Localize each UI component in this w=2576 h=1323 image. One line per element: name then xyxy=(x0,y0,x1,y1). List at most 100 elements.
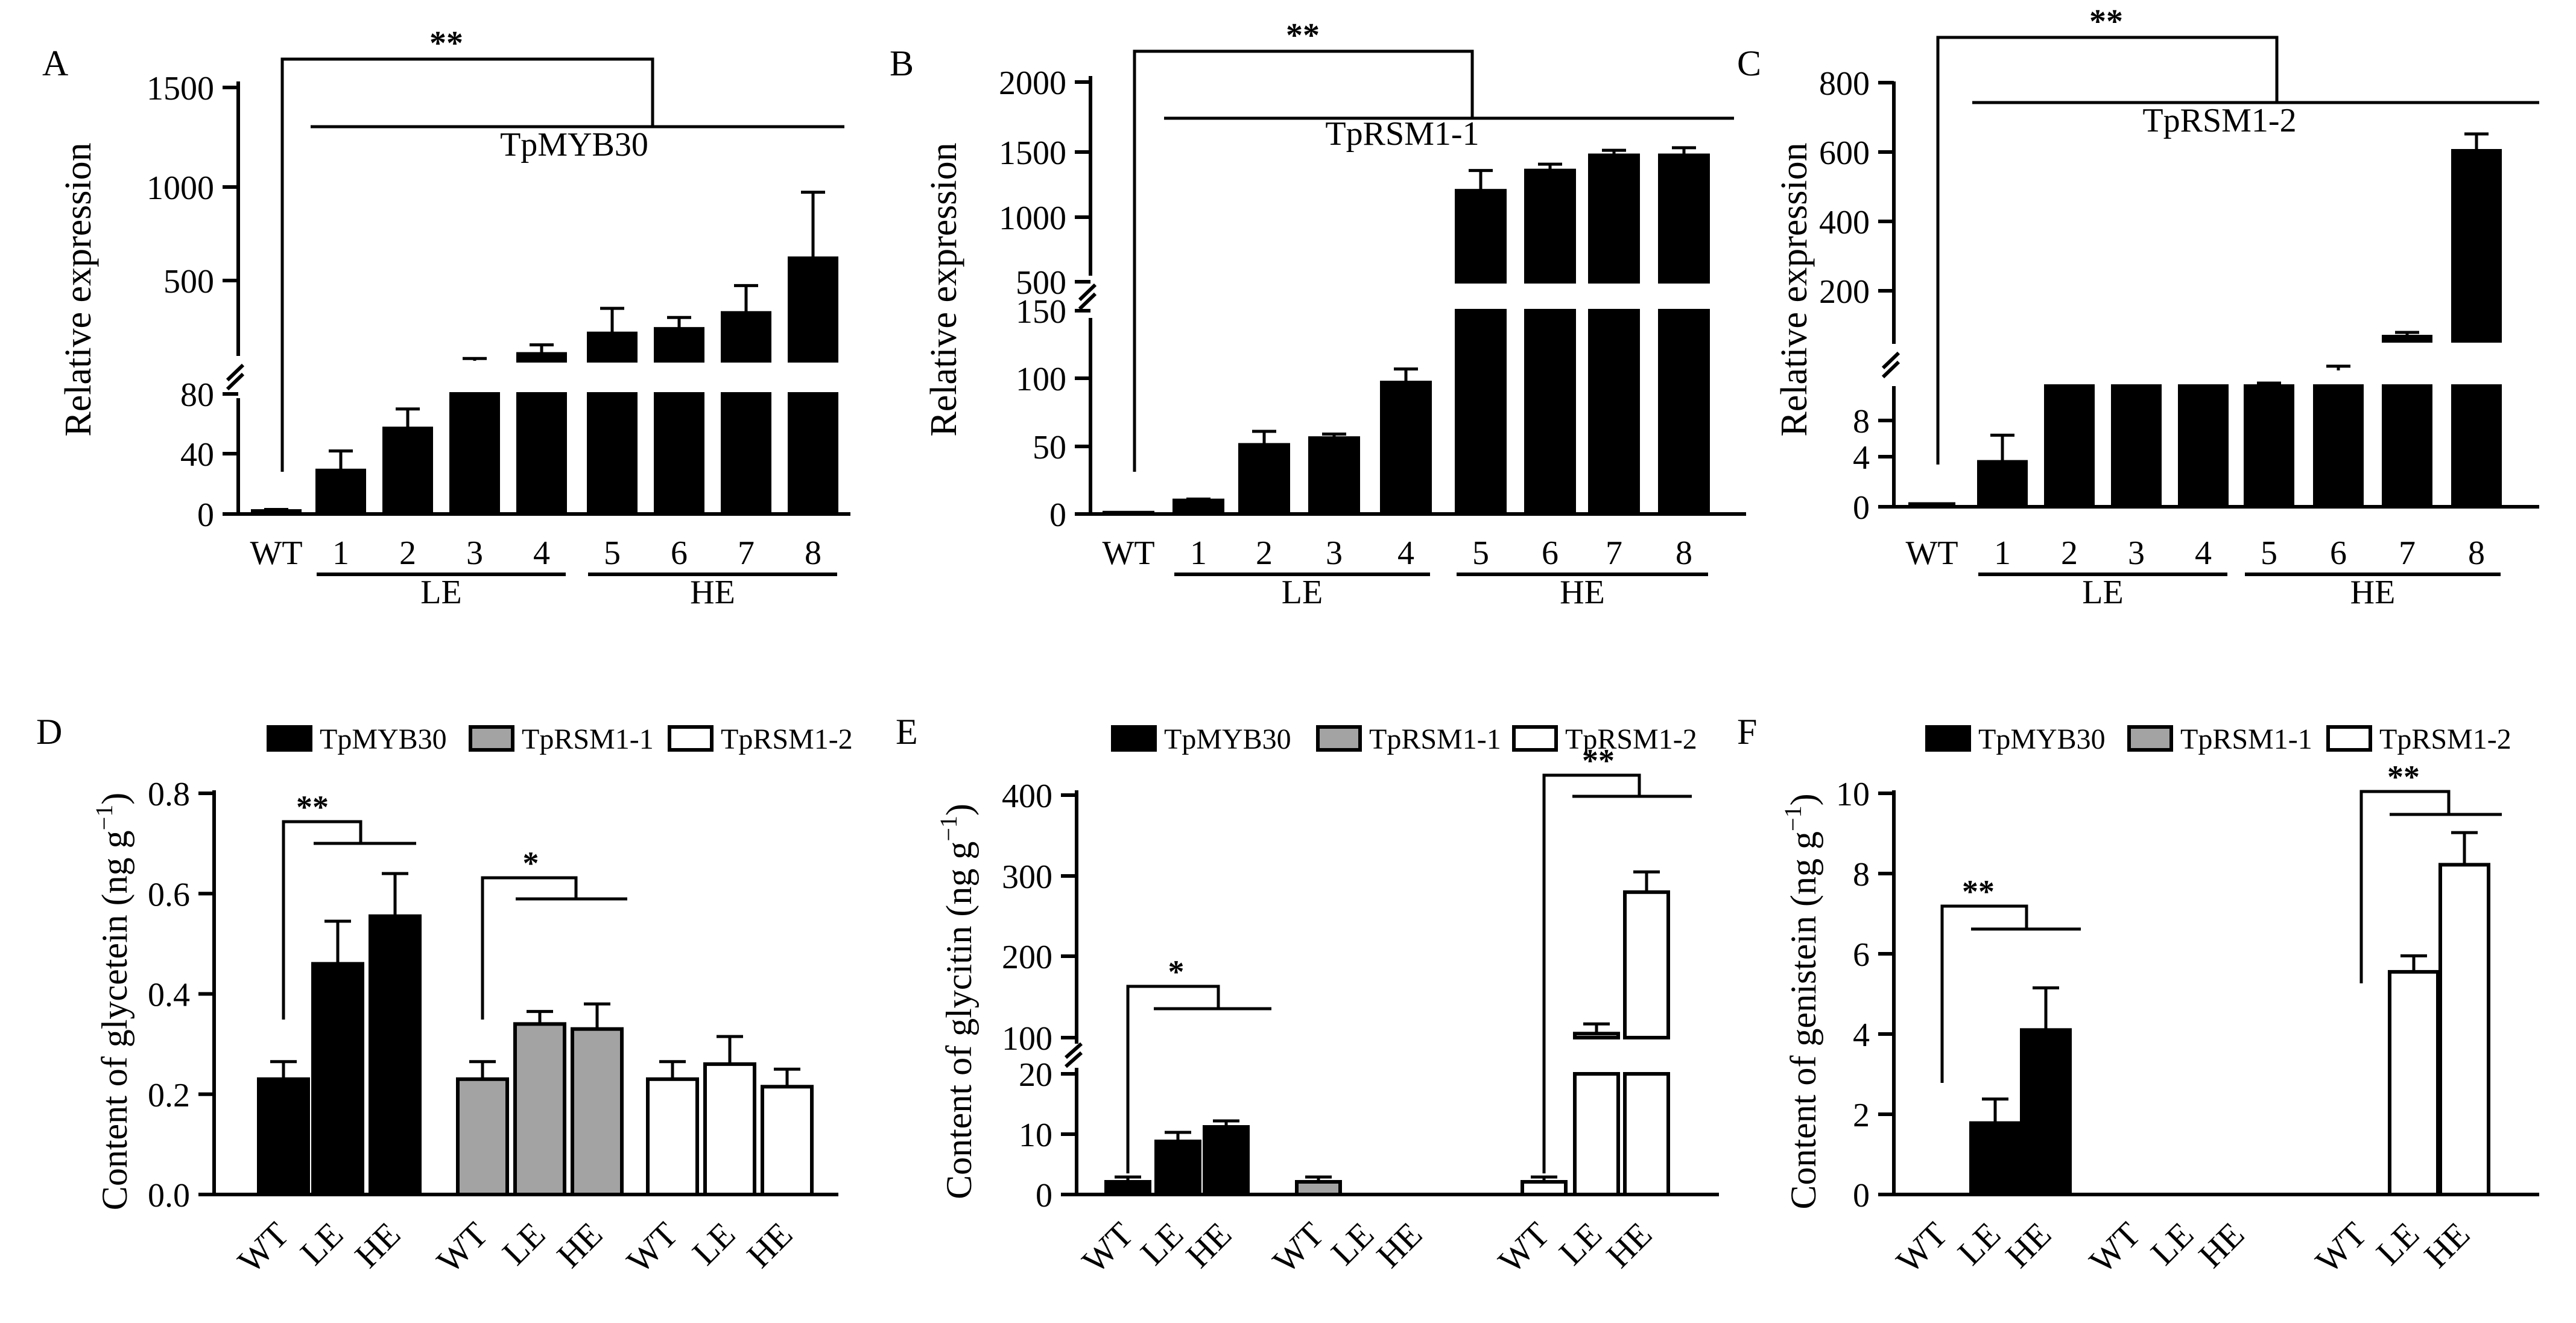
axis-break-mark xyxy=(226,363,245,382)
legend-label: TpRSM1-2 xyxy=(1565,723,1697,755)
y-tick-label: 10 xyxy=(1836,776,1870,813)
significance-stars: ** xyxy=(1582,743,1615,779)
x-tick-label: WT xyxy=(2081,1214,2148,1281)
y-tick-label: 4 xyxy=(1853,1017,1870,1054)
legend-swatch xyxy=(1111,725,1157,752)
y-axis-label-close: ) xyxy=(939,804,979,816)
y-tick-label: 500 xyxy=(1016,264,1066,302)
axis-break-mark xyxy=(1078,292,1097,311)
x-tick-label: HE xyxy=(2417,1214,2478,1275)
legend-label: TpRSM1-2 xyxy=(721,723,853,755)
x-tick-label: HE xyxy=(1369,1214,1430,1275)
x-tick-label: 4 xyxy=(1397,535,1414,572)
y-axis-label: Content of genistein (ng g−1) xyxy=(1779,793,1823,1209)
significance-stars: ** xyxy=(1286,17,1320,54)
y-tick-label: 8 xyxy=(1853,856,1870,893)
bar-upper xyxy=(1455,189,1507,284)
bar-upper xyxy=(788,256,838,363)
y-tick-label: 400 xyxy=(1819,204,1870,241)
y-axis-label-text: Content of glycitin (ng g xyxy=(939,842,979,1199)
group-label: HE xyxy=(690,574,735,611)
y-axis-label-close: ) xyxy=(95,793,134,805)
y-tick-label: 40 xyxy=(180,436,214,474)
y-tick-label: 0.0 xyxy=(148,1177,190,1214)
x-tick-label: LE xyxy=(293,1214,350,1272)
y-axis-label-text: Content of genistein (ng g xyxy=(1783,831,1823,1210)
panel-letter: E xyxy=(896,712,918,752)
x-tick-label: WT xyxy=(230,1214,296,1281)
y-tick-label: 0 xyxy=(1036,1177,1052,1214)
significance-stars: ** xyxy=(2089,3,2123,40)
bar-lower xyxy=(654,392,704,516)
legend-label: TpRSM1-2 xyxy=(2379,723,2511,755)
bar xyxy=(1308,436,1360,516)
bar xyxy=(1104,1180,1151,1196)
x-tick-label: 3 xyxy=(2128,535,2145,572)
significance-bracket xyxy=(1940,904,2028,1083)
significance-stars: * xyxy=(1168,954,1185,990)
y-tick-label: 20 xyxy=(1019,1056,1052,1094)
x-tick-label: 5 xyxy=(604,535,621,572)
significance-stars: ** xyxy=(296,789,329,825)
group-label: LE xyxy=(420,574,461,611)
x-tick-label: 7 xyxy=(738,535,755,572)
bar-lower xyxy=(1455,309,1507,516)
legend-swatch xyxy=(1512,725,1558,752)
legend-swatch xyxy=(2326,725,2372,752)
bar xyxy=(1172,498,1224,516)
bar-lower xyxy=(2178,384,2229,509)
bar-lower xyxy=(1588,309,1640,516)
significance-bracket xyxy=(1133,49,1474,472)
bar xyxy=(257,1077,310,1196)
legend-label: TpMYB30 xyxy=(1978,723,2106,755)
y-axis-label: Relative expression xyxy=(923,142,964,436)
significance-bracket xyxy=(280,57,654,472)
x-tick-label: HE xyxy=(739,1214,800,1275)
bar xyxy=(1103,510,1154,516)
significance-bracket xyxy=(1936,36,2279,465)
bar-upper xyxy=(1573,1032,1620,1040)
x-tick-label: HE xyxy=(1998,1214,2059,1275)
x-tick-label: 6 xyxy=(671,535,688,572)
bar-upper xyxy=(1658,153,1710,284)
panel-letter: F xyxy=(1737,712,1757,752)
bar xyxy=(1521,1180,1568,1196)
axis-break-mark xyxy=(1065,1042,1083,1059)
bar xyxy=(1295,1180,1342,1196)
y-axis-label-superscript: −1 xyxy=(1779,805,1806,831)
y-tick-label: 600 xyxy=(1819,135,1870,172)
bar xyxy=(1380,381,1432,516)
gene-label: TpRSM1-2 xyxy=(2142,102,2296,139)
x-tick-label: LE xyxy=(1551,1214,1609,1272)
bar-lower xyxy=(449,392,500,516)
legend-swatch xyxy=(2127,725,2173,752)
x-tick-label: WT xyxy=(1265,1214,1331,1281)
panel-letter: A xyxy=(42,43,68,83)
bar xyxy=(513,1022,566,1196)
y-tick-label: 10 xyxy=(1019,1117,1052,1154)
y-tick-label: 150 xyxy=(1016,293,1066,331)
y-axis-label-superscript: −1 xyxy=(90,805,118,831)
y-axis-label: Content of glycitin (ng g−1) xyxy=(935,804,979,1199)
x-tick-label: 7 xyxy=(2399,535,2416,572)
x-tick-label: 5 xyxy=(2261,535,2277,572)
x-tick-label: 8 xyxy=(805,535,821,572)
bar xyxy=(315,468,366,516)
bar-upper xyxy=(516,352,567,363)
y-tick-label: 200 xyxy=(1002,939,1052,976)
y-tick-label: 8 xyxy=(1853,403,1870,440)
group-label: LE xyxy=(1282,574,1323,611)
significance-stars: ** xyxy=(1962,874,1995,910)
x-tick-label: 4 xyxy=(533,535,550,572)
x-tick-label: 6 xyxy=(1542,535,1559,572)
x-tick-label: 7 xyxy=(1606,535,1622,572)
bar-lower xyxy=(721,392,771,516)
y-axis-label-text: Content of glycetein (ng g xyxy=(95,830,134,1210)
significance-bracket xyxy=(282,820,362,1020)
bar-lower xyxy=(2111,384,2162,509)
bar-lower xyxy=(788,392,838,516)
x-tick-label: 4 xyxy=(2195,535,2212,572)
bar-lower xyxy=(2044,384,2095,509)
y-tick-label: 800 xyxy=(1819,65,1870,103)
